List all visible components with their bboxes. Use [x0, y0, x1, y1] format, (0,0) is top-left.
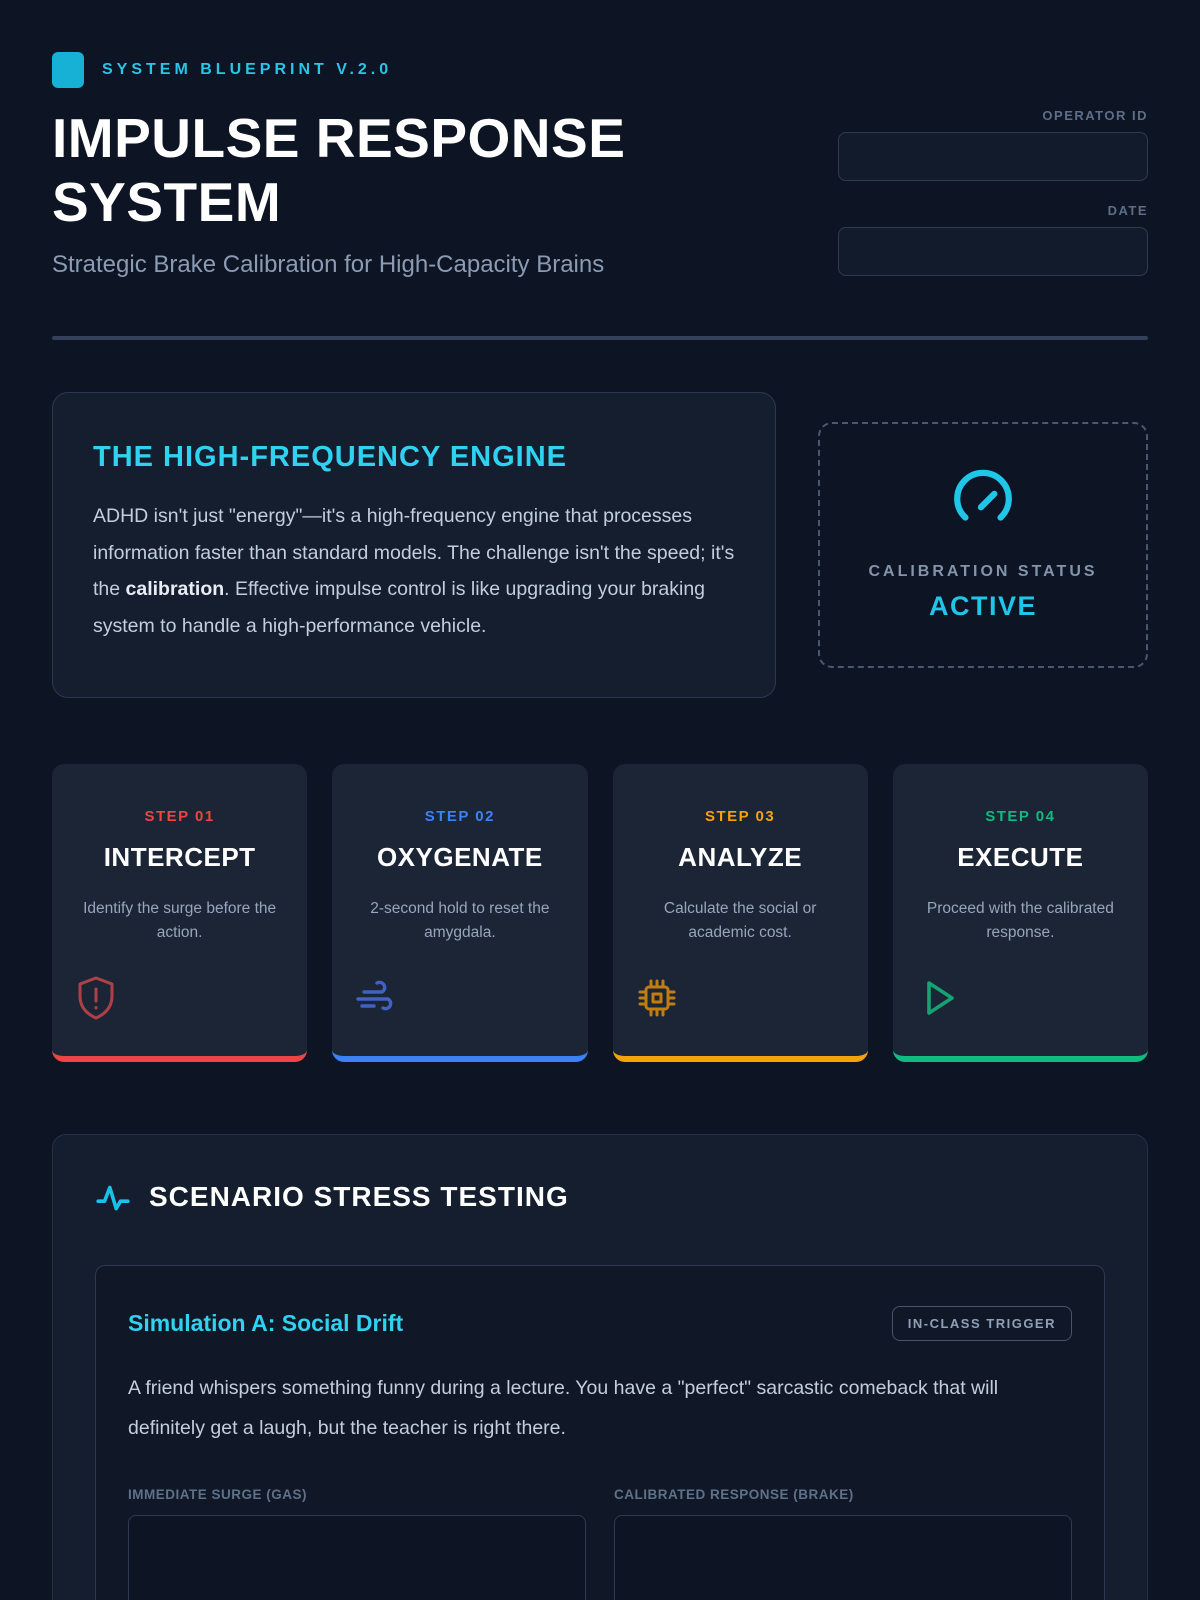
- logo-square-icon: [52, 52, 84, 88]
- engine-body-before: ADHD isn't just "energy"—it's a high-fre…: [93, 505, 735, 601]
- steps-row: STEP 01 INTERCEPT Identify the surge bef…: [52, 763, 1148, 1062]
- step-number: STEP 01: [144, 807, 215, 825]
- brake-field-label: CALIBRATED RESPONSE (BRAKE): [614, 1486, 854, 1502]
- step-number: STEP 03: [704, 807, 776, 825]
- step-name: OXYGENATE: [376, 841, 543, 872]
- gas-field-group: IMMEDIATE SURGE (GAS): [128, 1487, 586, 1600]
- simulation-title: Simulation A: Social Drift: [128, 1309, 404, 1336]
- step-description: Calculate the social or academic cost.: [663, 899, 817, 941]
- operator-id-input[interactable]: [838, 132, 1148, 181]
- step-number: STEP 02: [424, 807, 495, 825]
- shield-alert-icon: [78, 976, 114, 1020]
- trigger-badge: IN-CLASS TRIGGER: [891, 1305, 1072, 1341]
- operator-id-label: OPERATOR ID: [1042, 108, 1148, 123]
- header: SYSTEM BLUEPRINT V.2.0 IMPULSE RESPONSE …: [52, 52, 1148, 298]
- simulation-fields: IMMEDIATE SURGE (GAS) CALIBRATED RESPONS…: [128, 1487, 1072, 1600]
- engine-body-after: . Effective impulse control is like upgr…: [93, 578, 706, 637]
- wind-icon: [356, 980, 393, 1010]
- page-title-line1: IMPULSE RESPONSE: [52, 107, 626, 169]
- simulation-description: A friend whispers something funny during…: [128, 1376, 999, 1439]
- scenario-heading: SCENARIO STRESS TESTING: [149, 1180, 569, 1212]
- step-name: INTERCEPT: [103, 841, 256, 872]
- page-subtitle: Strategic Brake Calibration for High-Cap…: [52, 250, 605, 278]
- engine-row: THE HIGH-FREQUENCY ENGINE ADHD isn't jus…: [52, 392, 1148, 698]
- status-label: CALIBRATION STATUS: [868, 562, 1098, 580]
- pulse-activity-icon: [96, 1185, 130, 1211]
- step-card-intercept: STEP 01 INTERCEPT Identify the surge bef…: [52, 763, 308, 1062]
- step-number: STEP 04: [985, 807, 1056, 825]
- eyebrow-row: SYSTEM BLUEPRINT V.2.0: [52, 52, 838, 88]
- header-form: OPERATOR ID DATE: [838, 108, 1148, 298]
- status-value: ACTIVE: [928, 590, 1037, 621]
- step-card-execute: STEP 04 EXECUTE Proceed with the calibra…: [892, 763, 1148, 1062]
- gas-field-textarea[interactable]: [128, 1514, 586, 1600]
- step-card-oxygenate: STEP 02 OXYGENATE 2-second hold to reset…: [332, 763, 588, 1062]
- engine-body-bold: calibration: [125, 578, 225, 601]
- gas-field-label: IMMEDIATE SURGE (GAS): [128, 1486, 307, 1502]
- play-icon: [926, 980, 954, 1015]
- simulation-a-card: Simulation A: Social Drift IN-CLASS TRIG…: [95, 1264, 1105, 1600]
- gauge-icon: [954, 469, 1012, 521]
- date-input[interactable]: [838, 227, 1148, 276]
- simulation-title-row: Simulation A: Social Drift IN-CLASS TRIG…: [128, 1305, 1072, 1341]
- step-description: 2-second hold to reset the amygdala.: [370, 899, 550, 941]
- engine-body: ADHD isn't just "energy"—it's a high-fre…: [93, 498, 735, 645]
- brake-field-textarea[interactable]: [614, 1514, 1072, 1600]
- page-title-line2: SYSTEM: [52, 171, 282, 234]
- calibration-status-box: CALIBRATION STATUS ACTIVE: [818, 421, 1148, 668]
- scenario-heading-row: SCENARIO STRESS TESTING: [95, 1179, 1105, 1215]
- step-description: Identify the surge before the action.: [83, 899, 277, 941]
- step-description: Proceed with the calibrated response.: [926, 899, 1114, 941]
- engine-card: THE HIGH-FREQUENCY ENGINE ADHD isn't jus…: [52, 392, 776, 698]
- step-card-analyze: STEP 03 ANALYZE Calculate the social or …: [612, 763, 868, 1062]
- date-label: DATE: [1107, 203, 1148, 218]
- page-title: IMPULSE RESPONSE SYSTEM: [52, 106, 838, 235]
- brake-field-group: CALIBRATED RESPONSE (BRAKE): [614, 1487, 1072, 1600]
- step-name: EXECUTE: [957, 841, 1084, 872]
- engine-title: THE HIGH-FREQUENCY ENGINE: [93, 441, 568, 473]
- header-titles: SYSTEM BLUEPRINT V.2.0 IMPULSE RESPONSE …: [52, 52, 838, 298]
- step-name: ANALYZE: [678, 841, 803, 872]
- scenario-section: SCENARIO STRESS TESTING Simulation A: So…: [52, 1133, 1148, 1600]
- cpu-chip-icon: [638, 979, 675, 1017]
- header-divider: [52, 336, 1148, 340]
- eyebrow-label: SYSTEM BLUEPRINT V.2.0: [102, 61, 393, 78]
